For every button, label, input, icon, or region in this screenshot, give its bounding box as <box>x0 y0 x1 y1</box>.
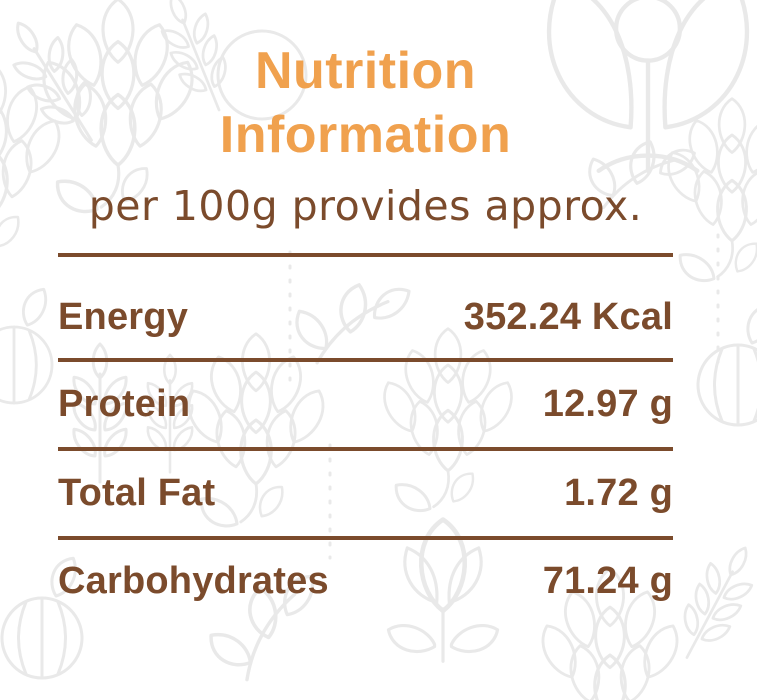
divider-rule <box>58 447 673 451</box>
title-line-1: Nutrition <box>254 41 477 100</box>
divider-rule <box>58 358 673 362</box>
nutrient-label: Protein <box>58 383 191 425</box>
ring-icon <box>216 29 308 121</box>
table-row-carbohydrates: Carbohydrates 71.24 g <box>58 540 673 622</box>
table-row-total-fat: Total Fat 1.72 g <box>58 451 673 536</box>
divider-rule <box>58 253 673 257</box>
nutrition-table: Energy 352.24 Kcal Protein 12.97 g Total… <box>58 253 673 622</box>
nutrient-value: 12.97 g <box>542 383 673 425</box>
nutrient-value: 71.24 g <box>542 559 673 602</box>
table-row-energy: Energy 352.24 Kcal <box>58 257 673 358</box>
subtitle: per 100g provides approx. <box>88 182 643 230</box>
nutrient-label: Energy <box>58 296 189 338</box>
nutrient-value: 352.24 Kcal <box>463 296 673 338</box>
nutrient-label: Total Fat <box>58 472 216 514</box>
nutrient-value: 1.72 g <box>564 472 673 514</box>
nutrient-label: Carbohydrates <box>58 559 329 602</box>
title-line-2: Information <box>219 105 512 164</box>
page-title: Nutrition Information <box>58 39 673 167</box>
divider-rule <box>58 536 673 540</box>
table-row-protein: Protein 12.97 g <box>58 362 673 447</box>
